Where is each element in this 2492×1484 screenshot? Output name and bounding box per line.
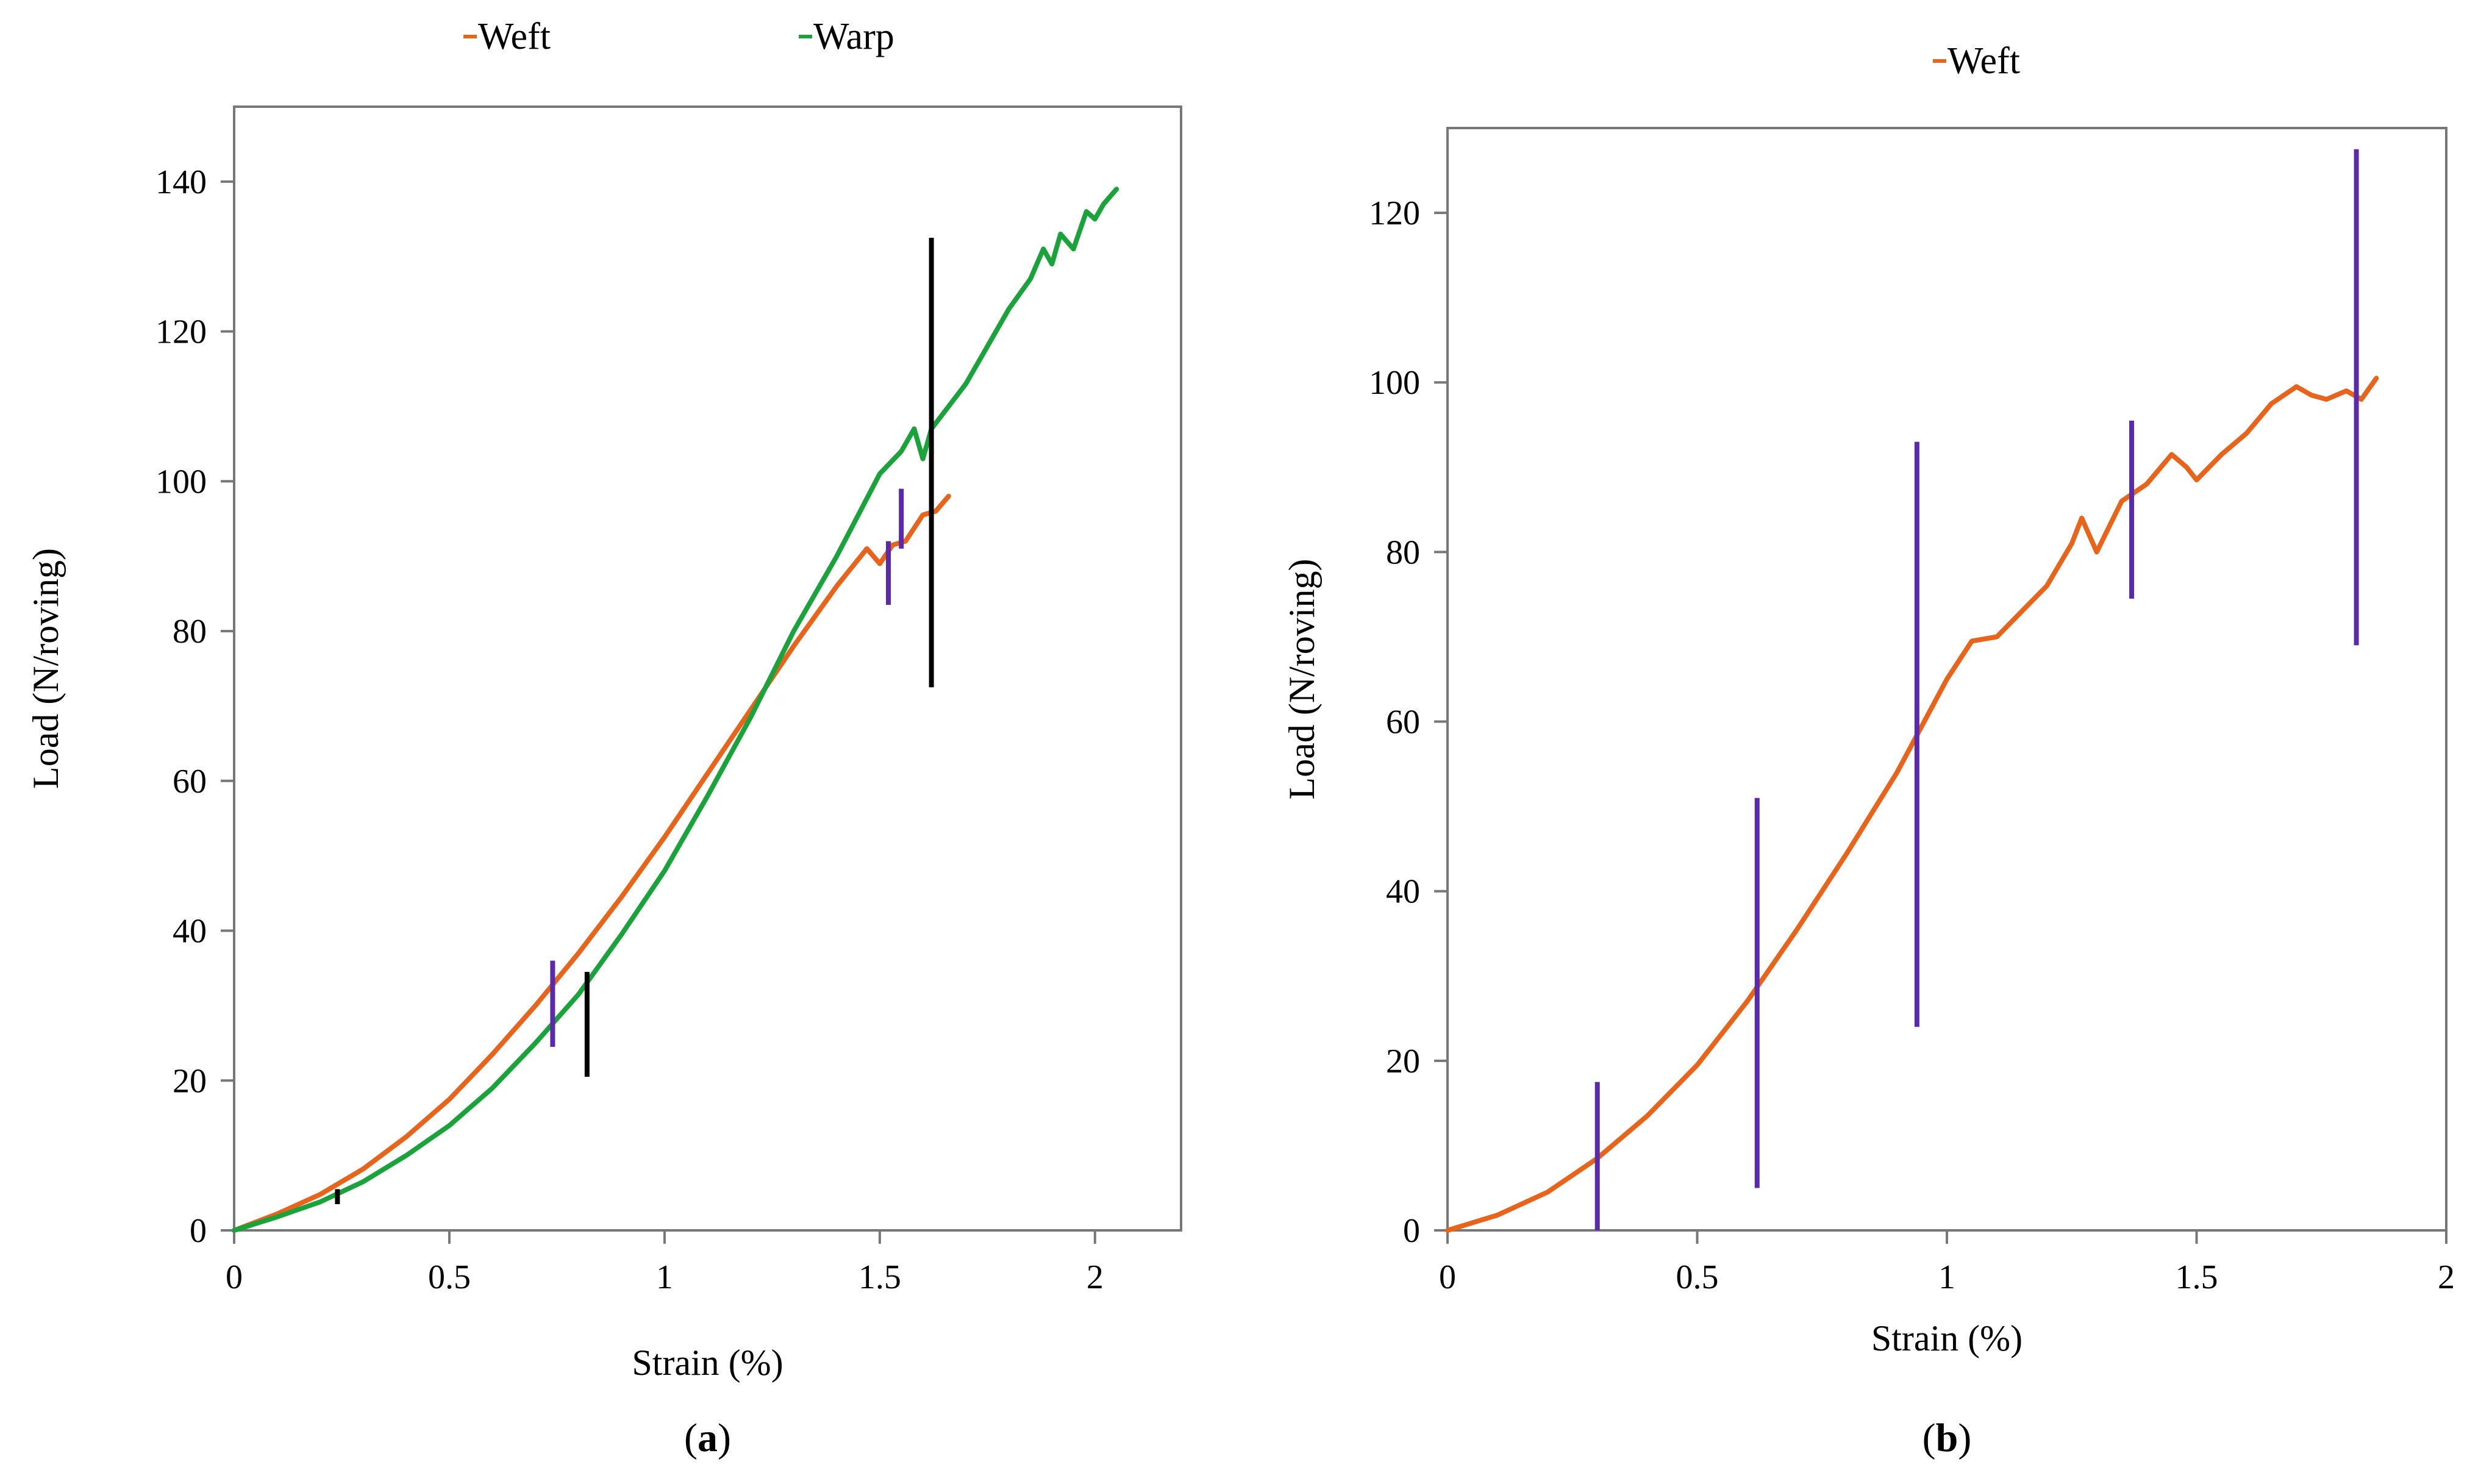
y-tick-label: 60 <box>173 763 207 801</box>
x-axis-label: Strain (%) <box>1871 1318 2023 1358</box>
legend-label-weft: Weft <box>1948 40 2020 82</box>
legend-label-warp: Warp <box>813 16 894 57</box>
x-tick-label: 0 <box>226 1258 243 1296</box>
x-tick-label: 0 <box>1439 1258 1456 1296</box>
x-tick-label: 2 <box>2438 1258 2455 1296</box>
x-tick-label: 0.5 <box>428 1258 471 1296</box>
x-tick-label: 1 <box>656 1258 673 1296</box>
series-line-weft <box>232 493 951 1233</box>
legend-label-weft: Weft <box>478 16 551 57</box>
x-tick-label: 1.5 <box>859 1258 901 1296</box>
x-tick-label: 1.5 <box>2176 1258 2218 1296</box>
series-line-weft <box>1445 376 2379 1233</box>
x-axis-label: Strain (%) <box>632 1343 783 1383</box>
y-tick-label: 20 <box>1386 1043 1420 1080</box>
y-tick-label: 40 <box>173 913 207 951</box>
x-tick-label: 1 <box>1938 1258 1955 1296</box>
y-axis-label: Load (N/roving) <box>1282 559 1322 800</box>
panel-caption: (b) <box>1923 1416 1972 1460</box>
y-tick-label: 20 <box>173 1062 207 1100</box>
y-tick-label: 0 <box>190 1212 207 1250</box>
panel-caption: (a) <box>684 1416 731 1460</box>
y-tick-label: 80 <box>1386 533 1420 571</box>
y-tick-label: 100 <box>155 463 207 501</box>
x-tick-label: 0.5 <box>1676 1258 1719 1296</box>
y-tick-label: 80 <box>173 613 207 651</box>
y-tick-label: 40 <box>1386 873 1420 911</box>
y-tick-label: 100 <box>1369 364 1420 402</box>
y-tick-label: 0 <box>1403 1212 1420 1250</box>
y-tick-label: 120 <box>1369 194 1420 232</box>
x-tick-label: 2 <box>1087 1258 1104 1296</box>
panel-caption-letter: b <box>1936 1416 1958 1460</box>
plot-area <box>233 105 1182 1232</box>
y-tick-label: 120 <box>155 313 207 351</box>
panel-caption-letter: a <box>698 1416 718 1460</box>
y-tick-label: 60 <box>1386 704 1420 741</box>
y-axis-label: Load (N/roving) <box>26 548 66 789</box>
y-tick-label: 140 <box>155 163 207 201</box>
series-line-warp <box>232 187 1119 1233</box>
